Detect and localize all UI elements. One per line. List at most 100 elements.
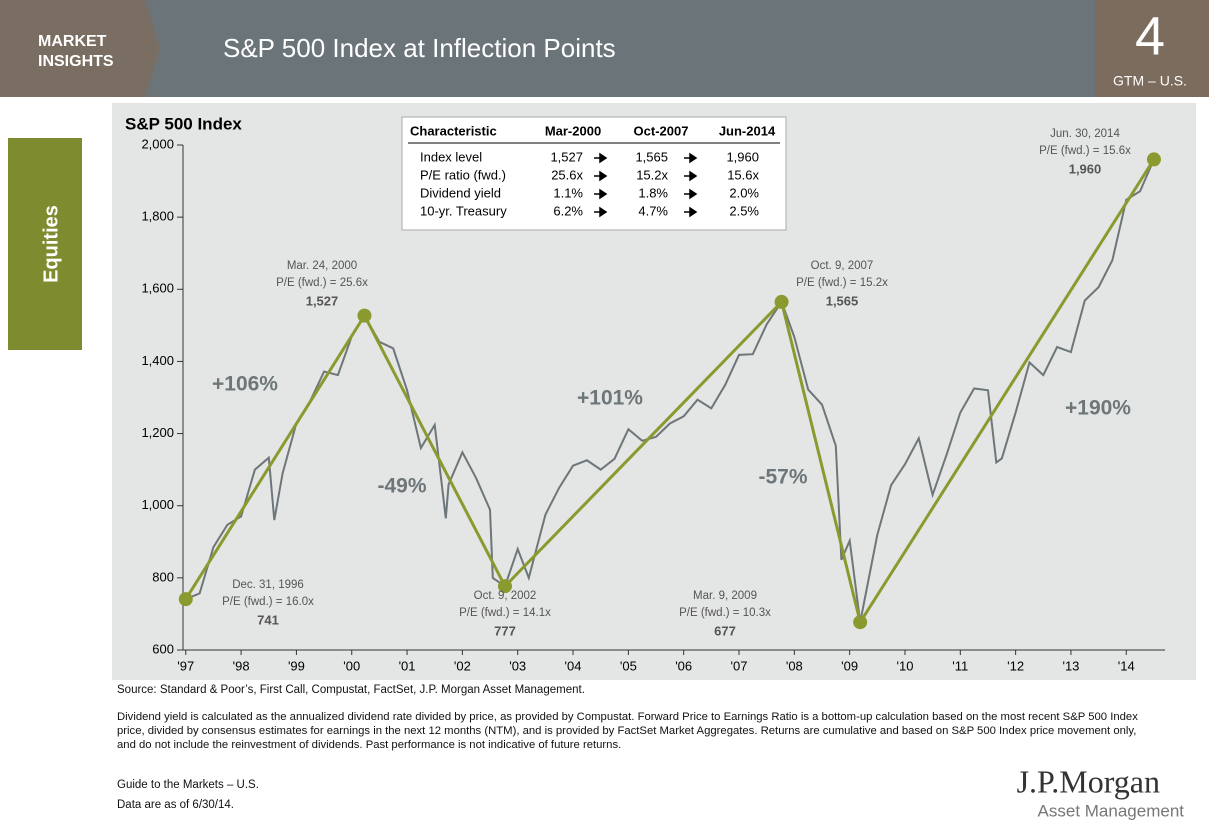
x-tick-label: '12 [1007,658,1024,673]
x-tick-label: '03 [509,658,526,673]
table-cell: 6.2% [553,203,583,218]
y-tick-label: 1,200 [141,425,174,440]
return-label: +101% [577,387,643,410]
point-note: P/E (fwd.) = 25.6x [276,277,368,289]
point-note: Jun. 30, 2014 [1050,128,1120,140]
table-arrow [594,188,608,200]
as-of: Data are as of 6/30/14. [117,799,234,811]
brand: MARKET [38,33,107,50]
return-label: -49% [377,475,426,498]
table-cell: 4.7% [638,203,668,218]
x-tick-label: '02 [454,658,471,673]
table-arrow [684,206,698,218]
point-value-label: 677 [714,623,736,638]
inflection-point [357,308,372,323]
point-value-label: 777 [494,623,516,638]
x-tick-label: '08 [786,658,803,673]
table-cell: 1.1% [553,185,583,200]
header-bar [0,0,1209,97]
table-cell: Index level [420,149,482,164]
x-tick-label: '98 [233,658,250,673]
table-cell: 1,565 [635,149,668,164]
table-cell: Dividend yield [420,185,501,200]
point-value-label: 1,960 [1069,161,1102,176]
point-note: P/E (fwd.) = 15.2x [796,277,888,289]
y-tick-label: 1,000 [141,497,174,512]
x-tick-label: '06 [675,658,692,673]
table-arrow [594,170,608,182]
inflection-point [853,615,868,630]
x-tick-label: '10 [897,658,914,673]
point-value-label: 1,527 [306,293,339,308]
inflection-point [497,579,512,594]
y-tick-label: 1,800 [141,209,174,224]
table-arrow [684,188,698,200]
point-note: Mar. 9, 2009 [693,590,757,602]
brand-block [0,0,160,97]
x-tick-label: '05 [620,658,637,673]
logo-sub: Asset Management [1038,801,1185,820]
brand: INSIGHTS [38,53,114,70]
table-cell: 1.8% [638,185,668,200]
point-note: P/E (fwd.) = 14.1x [459,607,551,619]
table-arrow [684,152,698,164]
table-cell: 25.6x [551,167,583,182]
inflection-point [1146,152,1161,167]
inflection-point [178,592,193,607]
x-tick-label: '04 [565,658,582,673]
table-header: Jun-2014 [719,123,776,138]
table-cell: 10-yr. Treasury [420,203,507,218]
table-cell: 15.2x [636,167,668,182]
return-label: +106% [212,373,278,396]
page-block [1095,0,1209,97]
inflection-point [774,294,789,309]
note: Dividend yield is calculated as the annu… [117,711,1138,751]
table-header: Oct-2007 [634,123,689,138]
point-note: P/E (fwd.) = 10.3x [679,607,771,619]
table-arrow [594,206,608,218]
x-tick-label: '99 [288,658,305,673]
table-header: Characteristic [410,123,497,138]
x-tick-label: '14 [1118,658,1135,673]
table-arrow [594,152,608,164]
page-label: GTM – U.S. [1113,73,1187,89]
x-tick-label: '13 [1062,658,1079,673]
table-header: Mar-2000 [545,123,601,138]
x-tick-label: '00 [343,658,360,673]
y-tick-label: 600 [152,641,174,656]
x-tick-label: '11 [952,658,968,673]
point-value-label: 741 [257,612,279,627]
page-number: 4 [1135,6,1165,66]
x-tick-label: '97 [177,658,194,673]
x-tick-label: '07 [731,658,748,673]
x-tick-label: '01 [399,658,416,673]
point-note: Oct. 9, 2002 [474,590,537,602]
point-value-label: 1,565 [826,293,859,308]
point-note: Oct. 9, 2007 [811,260,874,272]
return-label: +190% [1065,397,1131,420]
header-title: S&P 500 Index at Inflection Points [223,33,616,63]
y-tick-label: 2,000 [141,136,174,151]
chart-title: S&P 500 Index [125,114,242,133]
sidebar-label: Equities [40,205,62,283]
index-line [185,159,1155,623]
y-tick-label: 800 [152,569,174,584]
x-tick-label: '09 [841,658,858,673]
table-cell: 1,527 [550,149,583,164]
table-cell: 2.0% [729,185,759,200]
trend-line [184,158,1156,626]
table-box [401,116,787,231]
source: Source: Standard & Poor’s, First Call, C… [117,684,585,696]
table-cell: 2.5% [729,203,759,218]
point-note: Mar. 24, 2000 [287,260,357,272]
table-cell: 1,960 [726,149,759,164]
point-note: Dec. 31, 1996 [232,579,304,591]
table-cell: 15.6x [727,167,759,182]
table-arrow [684,170,698,182]
y-tick-label: 1,400 [141,353,174,368]
logo: J.P.Morgan [1017,763,1160,799]
table-cell: P/E ratio (fwd.) [420,167,506,182]
